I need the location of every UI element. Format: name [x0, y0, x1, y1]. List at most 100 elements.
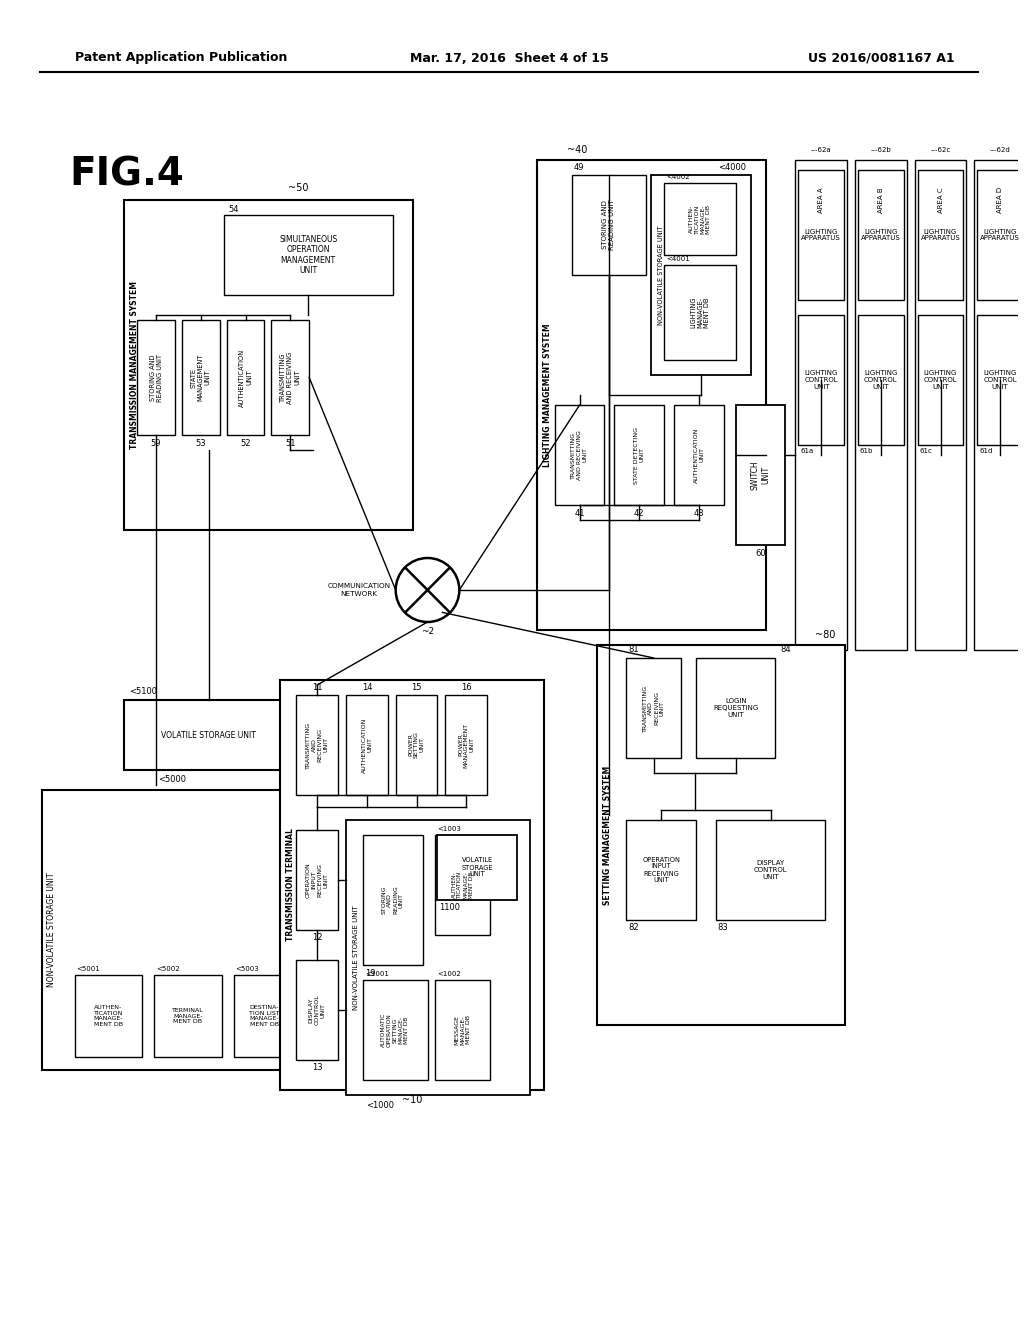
Bar — [696, 657, 775, 758]
Text: 59: 59 — [151, 438, 162, 447]
Text: <1002: <1002 — [437, 972, 461, 977]
Text: 43: 43 — [693, 508, 705, 517]
Bar — [855, 160, 906, 649]
Text: ---62c: ---62c — [931, 147, 950, 153]
Bar — [154, 975, 222, 1057]
Text: <4002: <4002 — [667, 174, 690, 180]
Bar — [977, 315, 1023, 445]
Bar — [182, 319, 220, 436]
Bar — [445, 696, 487, 795]
Text: LIGHTING
APPARATUS: LIGHTING APPARATUS — [802, 228, 841, 242]
Bar — [75, 975, 142, 1057]
Text: NON-VOLATILE STORAGE UNIT: NON-VOLATILE STORAGE UNIT — [47, 873, 56, 987]
Text: 60: 60 — [756, 549, 766, 557]
Text: LIGHTING
APPARATUS: LIGHTING APPARATUS — [980, 228, 1020, 242]
Text: AREA B: AREA B — [878, 187, 884, 213]
Text: AREA D: AREA D — [997, 187, 1004, 213]
Text: 51: 51 — [285, 438, 296, 447]
Text: ~50: ~50 — [289, 183, 309, 193]
Bar — [362, 836, 423, 965]
Text: MESSAGE
MANAGE-
MENT DB: MESSAGE MANAGE- MENT DB — [455, 1015, 471, 1045]
Text: 61c: 61c — [920, 447, 933, 454]
Text: AUTHEN-
TICATION
MANAGE-
MENT DB: AUTHEN- TICATION MANAGE- MENT DB — [93, 1005, 123, 1027]
Text: 83: 83 — [718, 924, 728, 932]
Bar — [914, 160, 967, 649]
Text: ~10: ~10 — [401, 1096, 422, 1105]
Bar — [362, 979, 427, 1080]
Text: <5002: <5002 — [156, 966, 180, 972]
Text: STORING AND
READING UNIT: STORING AND READING UNIT — [150, 354, 163, 401]
Text: 53: 53 — [196, 438, 206, 447]
Bar — [346, 820, 529, 1096]
Bar — [346, 696, 388, 795]
Text: 84: 84 — [780, 645, 792, 655]
Text: <1001: <1001 — [365, 972, 389, 977]
Text: POWER
SETTING
UNIT: POWER SETTING UNIT — [409, 731, 425, 759]
Bar — [271, 319, 309, 436]
Text: 61b: 61b — [860, 447, 873, 454]
Bar — [799, 315, 844, 445]
Text: AUTOMATIC
OPERATION
SETTING
MANAGE-
MENT DB: AUTOMATIC OPERATION SETTING MANAGE- MENT… — [381, 1012, 410, 1047]
Text: 81: 81 — [629, 645, 639, 655]
Text: TRANSMISSION MANAGEMENT SYSTEM: TRANSMISSION MANAGEMENT SYSTEM — [130, 281, 138, 449]
Text: 41: 41 — [574, 508, 585, 517]
Text: LIGHTING
CONTROL
UNIT: LIGHTING CONTROL UNIT — [924, 370, 957, 389]
Text: DISPLAY
CONTROL
UNIT: DISPLAY CONTROL UNIT — [754, 861, 787, 880]
Bar — [735, 405, 785, 545]
Text: 15: 15 — [412, 682, 422, 692]
Bar — [226, 319, 264, 436]
Text: AUTHENTICATION
UNIT: AUTHENTICATION UNIT — [239, 348, 252, 407]
Bar — [674, 405, 724, 506]
Text: STATE DETECTING
UNIT: STATE DETECTING UNIT — [634, 426, 645, 483]
Text: LIGHTING
CONTROL
UNIT: LIGHTING CONTROL UNIT — [864, 370, 898, 389]
Bar — [437, 836, 517, 900]
Bar — [281, 680, 544, 1090]
Text: ~40: ~40 — [566, 145, 587, 154]
Text: <4001: <4001 — [667, 256, 690, 261]
Text: FIG.4: FIG.4 — [70, 156, 184, 194]
Text: 49: 49 — [573, 162, 584, 172]
Text: ---62d: ---62d — [990, 147, 1011, 153]
Text: 12: 12 — [312, 933, 323, 942]
Bar — [537, 160, 766, 630]
Text: <1003: <1003 — [437, 826, 462, 832]
Text: <5003: <5003 — [236, 966, 259, 972]
Text: <4000: <4000 — [718, 162, 745, 172]
Bar — [296, 696, 338, 795]
Bar — [435, 979, 490, 1080]
Bar — [395, 696, 437, 795]
Text: SWITCH
UNIT: SWITCH UNIT — [751, 461, 770, 490]
Bar — [627, 820, 696, 920]
Text: TERMINAL
MANAGE-
MENT DB: TERMINAL MANAGE- MENT DB — [172, 1007, 204, 1024]
Text: LIGHTING
APPARATUS: LIGHTING APPARATUS — [861, 228, 901, 242]
Text: 11: 11 — [312, 682, 323, 692]
Text: NON-VOLATILE STORAGE UNIT: NON-VOLATILE STORAGE UNIT — [658, 226, 665, 325]
Text: AREA C: AREA C — [938, 187, 943, 213]
Text: <5001: <5001 — [77, 966, 100, 972]
Text: POWER
MANAGEMENT
UNIT: POWER MANAGEMENT UNIT — [458, 722, 474, 767]
Bar — [665, 183, 735, 255]
Bar — [796, 160, 847, 649]
Bar — [627, 657, 681, 758]
Text: VOLATILE STORAGE UNIT: VOLATILE STORAGE UNIT — [162, 730, 256, 739]
Bar — [597, 645, 845, 1026]
Bar — [716, 820, 825, 920]
Text: LIGHTING
CONTROL
UNIT: LIGHTING CONTROL UNIT — [805, 370, 838, 389]
Text: ~2: ~2 — [421, 627, 434, 636]
Text: 61d: 61d — [979, 447, 992, 454]
Text: <5100: <5100 — [129, 688, 158, 697]
Bar — [555, 405, 604, 506]
Bar — [858, 315, 904, 445]
Text: 54: 54 — [228, 205, 240, 214]
Text: AUTHEN-
TICATION
MANAGE-
MENT DB: AUTHEN- TICATION MANAGE- MENT DB — [452, 871, 474, 899]
Bar — [858, 170, 904, 300]
Text: STATE
MANAGEMENT
UNIT: STATE MANAGEMENT UNIT — [190, 354, 211, 401]
Text: 52: 52 — [241, 438, 251, 447]
Bar — [918, 315, 964, 445]
Text: TRANSMITTING
AND RECEIVING
UNIT: TRANSMITTING AND RECEIVING UNIT — [571, 430, 588, 480]
Text: STORING AND
READING UNIT: STORING AND READING UNIT — [602, 199, 615, 251]
Bar — [435, 836, 490, 935]
Text: STORING
AND
READING
UNIT: STORING AND READING UNIT — [382, 886, 403, 915]
Text: US 2016/0081167 A1: US 2016/0081167 A1 — [808, 51, 954, 65]
Bar — [918, 170, 964, 300]
